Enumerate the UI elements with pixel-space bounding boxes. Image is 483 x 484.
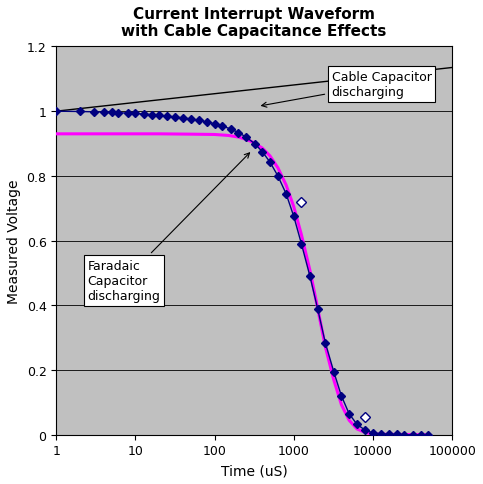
Text: Cable Capacitor
discharging: Cable Capacitor discharging <box>262 71 431 108</box>
Y-axis label: Measured Voltage: Measured Voltage <box>7 179 21 303</box>
X-axis label: Time (uS): Time (uS) <box>221 463 287 477</box>
Title: Current Interrupt Waveform
with Cable Capacitance Effects: Current Interrupt Waveform with Cable Ca… <box>122 7 387 39</box>
Text: Faradaic
Capacitor
discharging: Faradaic Capacitor discharging <box>88 153 250 302</box>
